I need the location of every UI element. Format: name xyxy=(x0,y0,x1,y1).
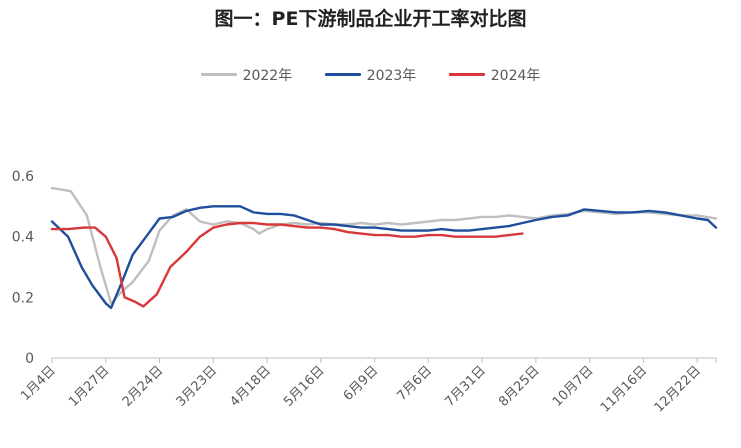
x-tick-label: 6月9日 xyxy=(341,363,382,404)
x-tick-label: 12月22日 xyxy=(652,363,704,415)
legend-item-2023: 2023年 xyxy=(324,65,417,85)
x-tick-label: 11月16日 xyxy=(598,363,650,415)
x-tick-label: 7月6日 xyxy=(394,363,435,404)
legend-item-2024: 2024年 xyxy=(448,65,541,85)
x-tick-label: 1月27日 xyxy=(66,363,113,410)
legend-label-2024: 2024年 xyxy=(490,67,541,84)
legend-swatch-2023 xyxy=(324,73,361,76)
x-tick-label: 5月16日 xyxy=(281,363,328,410)
series-line-2023年 xyxy=(50,205,718,310)
y-tick-label: 0.2 xyxy=(12,290,34,306)
x-axis: 1月4日 1月27日 2月24日 3月23日 4月18日 5月16日 6月9日 7月6日 7月3… xyxy=(18,357,717,416)
series-line-2022年 xyxy=(50,186,718,305)
y-tick-label: 0.4 xyxy=(12,230,34,246)
legend-item-2022: 2022年 xyxy=(200,65,293,85)
x-tick-label: 7月31日 xyxy=(442,363,489,410)
series-lines xyxy=(50,186,718,310)
x-tick-label: 1月4日 xyxy=(18,363,59,404)
legend-swatch-2024 xyxy=(448,73,485,76)
series-line-2024年 xyxy=(50,221,524,308)
x-tick-label: 3月23日 xyxy=(174,363,221,410)
x-tick-label: 8月25日 xyxy=(496,363,543,410)
y-tick-label: 0 xyxy=(25,351,34,367)
legend-label-2022: 2022年 xyxy=(242,67,293,84)
y-tick-label: 0.6 xyxy=(12,169,34,185)
y-axis: 0 0.2 0.4 0.6 xyxy=(12,169,34,367)
x-tick-label: 4月18日 xyxy=(227,363,274,410)
legend: 2022年 2023年 2024年 xyxy=(0,64,741,85)
x-tick-label: 10月7日 xyxy=(550,363,597,410)
legend-swatch-2022 xyxy=(200,73,237,76)
chart-title: 图一：PE下游制品企业开工率对比图 xyxy=(214,8,527,30)
legend-label-2023: 2023年 xyxy=(366,67,417,84)
x-tick-label: 2月24日 xyxy=(120,363,167,410)
